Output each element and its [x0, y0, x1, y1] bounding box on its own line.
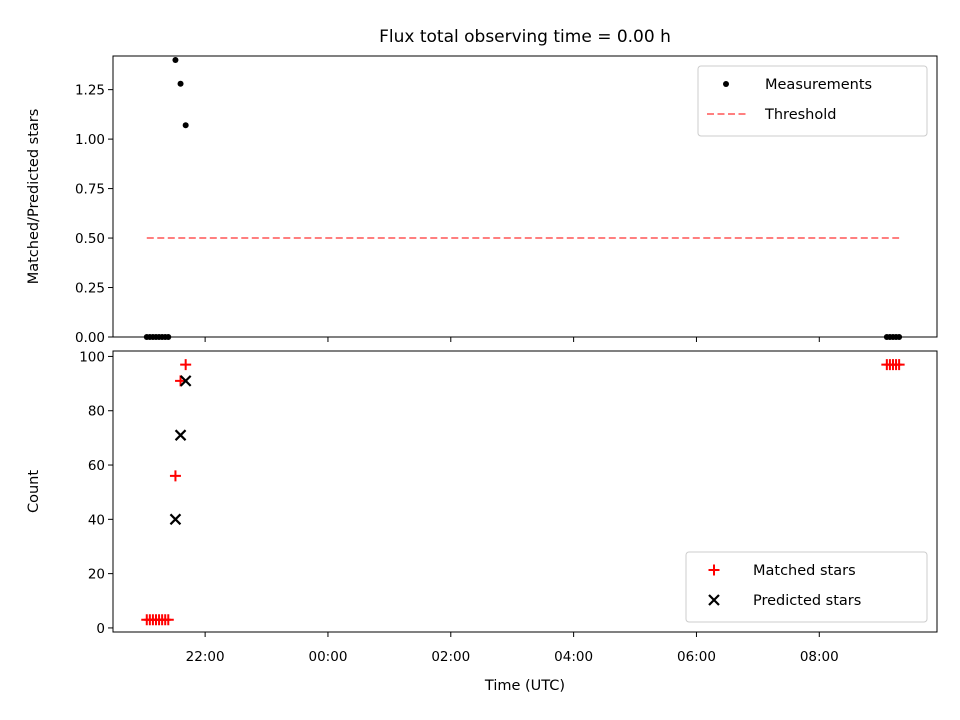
top-panel: Flux total observing time = 0.00 h Matche…: [26, 27, 938, 346]
axes-frame: [112, 350, 938, 633]
data-point: [893, 359, 905, 371]
legend-x-swatch: [708, 594, 720, 606]
data-point: [174, 429, 187, 441]
y-tick-label: 0.00: [75, 330, 105, 346]
y-tick-label: 20: [88, 567, 105, 583]
data-point: [169, 470, 181, 482]
y-tick-label: 1.25: [75, 83, 105, 99]
x-tick-label: 06:00: [677, 649, 716, 665]
data-point: [182, 122, 189, 129]
x-tick-label: 02:00: [431, 649, 470, 665]
axes-frame: [112, 55, 938, 338]
data-point: [162, 614, 174, 626]
series-matched-stars: [141, 359, 905, 626]
legend-label: Measurements: [765, 77, 872, 93]
y-axis-label: Count: [26, 470, 42, 513]
series-predicted-stars: [169, 375, 192, 526]
data-point: [169, 513, 182, 526]
legend: Measurements Threshold: [697, 65, 928, 137]
y-tick-label: 1.00: [75, 132, 105, 148]
x-axis-label: Time (UTC): [484, 678, 565, 694]
x-tick-label: 08:00: [800, 649, 839, 665]
data-point: [177, 80, 184, 87]
x-tick-label: 22:00: [186, 649, 225, 665]
legend-box: [685, 551, 928, 623]
legend-label: Threshold: [764, 107, 836, 123]
legend-plus-swatch: [708, 564, 720, 576]
y-tick-label: 0.25: [75, 281, 105, 297]
x-tick-label: 04:00: [554, 649, 593, 665]
legend-box: [697, 65, 928, 137]
legend-label: Predicted stars: [753, 593, 861, 609]
y-tick-label: 0.75: [75, 182, 105, 198]
y-axis-label: Matched/Predicted stars: [26, 109, 42, 285]
legend: Matched stars Predicted stars: [685, 551, 928, 623]
y-tick-label: 100: [79, 349, 105, 365]
y-tick-label: 0.50: [75, 231, 105, 247]
legend-dot-swatch: [723, 81, 729, 87]
y-tick-label: 40: [88, 512, 105, 528]
legend-label: Matched stars: [753, 563, 856, 579]
y-tick-label: 0: [96, 621, 105, 637]
data-point: [180, 359, 192, 371]
bottom-panel: Count Time (UTC) 0 20 40 60 80 100 22:00 00:00 02:…: [26, 349, 938, 694]
y-tick-label: 60: [88, 458, 105, 474]
x-tick-label: 00:00: [309, 649, 348, 665]
data-point: [172, 56, 179, 63]
chart-title: Flux total observing time = 0.00 h: [379, 27, 671, 47]
data-point: [179, 375, 192, 387]
y-tick-label: 80: [88, 404, 105, 420]
